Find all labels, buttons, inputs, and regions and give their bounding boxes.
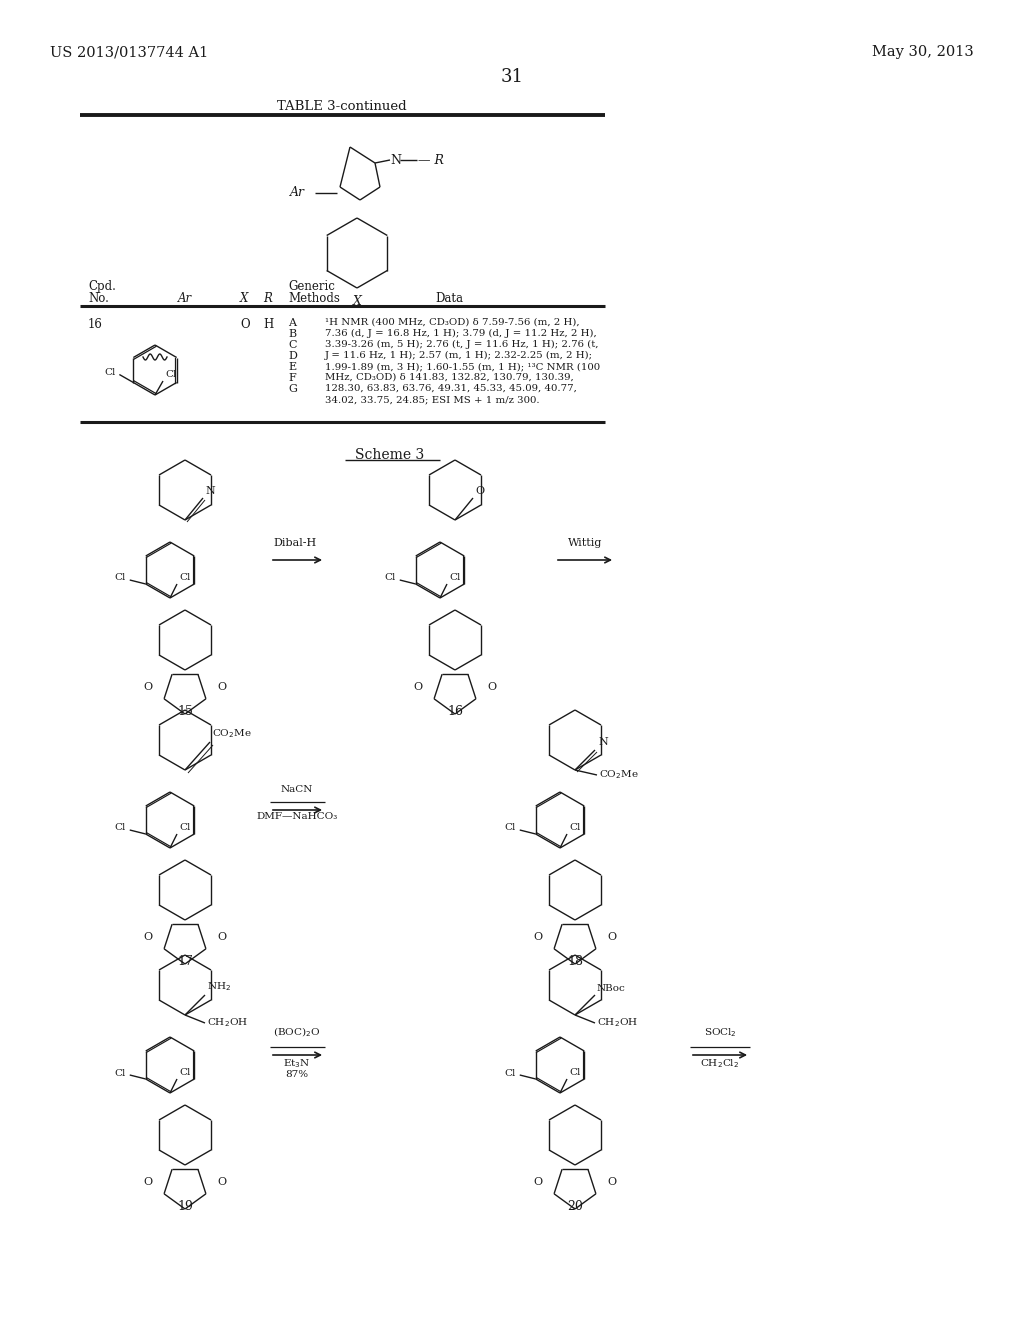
Text: Cl: Cl: [115, 573, 126, 582]
Text: SOCl$_2$: SOCl$_2$: [703, 1026, 736, 1039]
Text: CO$_2$Me: CO$_2$Me: [599, 768, 639, 781]
Text: May 30, 2013: May 30, 2013: [872, 45, 974, 59]
Text: Data: Data: [435, 292, 463, 305]
Text: J = 11.6 Hz, 1 H); 2.57 (m, 1 H); 2.32-2.25 (m, 2 H);: J = 11.6 Hz, 1 H); 2.57 (m, 1 H); 2.32-2…: [325, 351, 593, 360]
Text: A: A: [288, 318, 296, 327]
Text: Methods: Methods: [288, 292, 340, 305]
Text: Cl: Cl: [449, 573, 461, 582]
Text: R: R: [263, 292, 272, 305]
Text: Ar: Ar: [178, 292, 193, 305]
Text: 16: 16: [447, 705, 463, 718]
Text: Cl: Cl: [505, 824, 516, 833]
Text: Generic: Generic: [288, 280, 335, 293]
Text: DMF—NaHCO₃: DMF—NaHCO₃: [256, 812, 338, 821]
Text: 34.02, 33.75, 24.85; ESI MS + 1 m/z 300.: 34.02, 33.75, 24.85; ESI MS + 1 m/z 300.: [325, 395, 540, 404]
Text: 15: 15: [177, 705, 193, 718]
Text: Wittig: Wittig: [568, 539, 602, 548]
Text: NBoc: NBoc: [597, 983, 626, 993]
Text: O: O: [534, 1177, 543, 1187]
Text: E: E: [288, 362, 296, 372]
Text: 31: 31: [501, 69, 523, 86]
Text: Cl: Cl: [104, 368, 116, 378]
Text: Cl: Cl: [179, 573, 190, 582]
Text: Cl: Cl: [115, 1068, 126, 1077]
Text: O: O: [217, 932, 226, 942]
Text: 3.39-3.26 (m, 5 H); 2.76 (t, J = 11.6 Hz, 1 H); 2.76 (t,: 3.39-3.26 (m, 5 H); 2.76 (t, J = 11.6 Hz…: [325, 341, 598, 348]
Text: US 2013/0137744 A1: US 2013/0137744 A1: [50, 45, 208, 59]
Text: Cl: Cl: [384, 573, 395, 582]
Text: O: O: [240, 318, 250, 331]
Text: X: X: [240, 292, 249, 305]
Text: O: O: [414, 682, 423, 692]
Text: O: O: [144, 932, 153, 942]
Text: CH$_2$OH: CH$_2$OH: [207, 1016, 248, 1030]
Text: — R: — R: [418, 153, 443, 166]
Text: O: O: [607, 932, 616, 942]
Text: Dibal-H: Dibal-H: [273, 539, 316, 548]
Text: NH$_2$: NH$_2$: [207, 981, 231, 993]
Text: O: O: [487, 682, 496, 692]
Text: F: F: [288, 374, 296, 383]
Text: 7.36 (d, J = 16.8 Hz, 1 H); 3.79 (d, J = 11.2 Hz, 2 H),: 7.36 (d, J = 16.8 Hz, 1 H); 3.79 (d, J =…: [325, 329, 597, 338]
Text: Cpd.: Cpd.: [88, 280, 116, 293]
Text: ¹H NMR (400 MHz, CD₃OD) δ 7.59-7.56 (m, 2 H),: ¹H NMR (400 MHz, CD₃OD) δ 7.59-7.56 (m, …: [325, 318, 580, 327]
Text: 87%: 87%: [286, 1071, 308, 1078]
Text: No.: No.: [88, 292, 109, 305]
Text: Cl: Cl: [165, 370, 176, 379]
Text: Ar: Ar: [290, 186, 305, 199]
Text: N: N: [598, 737, 608, 747]
Text: CO$_2$Me: CO$_2$Me: [212, 727, 252, 741]
Text: (BOC)$_2$O: (BOC)$_2$O: [273, 1026, 321, 1039]
Text: 20: 20: [567, 1200, 583, 1213]
Text: 17: 17: [177, 954, 193, 968]
Text: Cl: Cl: [179, 822, 190, 832]
Text: Et$_3$N: Et$_3$N: [284, 1057, 310, 1069]
Text: Cl: Cl: [569, 822, 581, 832]
Text: O: O: [534, 932, 543, 942]
Text: Cl: Cl: [115, 824, 126, 833]
Text: 18: 18: [567, 954, 583, 968]
Text: CH$_2$Cl$_2$: CH$_2$Cl$_2$: [700, 1057, 739, 1069]
Text: 16: 16: [88, 318, 102, 331]
Text: O: O: [217, 682, 226, 692]
Text: O: O: [144, 682, 153, 692]
Text: Scheme 3: Scheme 3: [355, 447, 425, 462]
Text: D: D: [288, 351, 297, 360]
Text: Cl: Cl: [569, 1068, 581, 1077]
Text: O: O: [144, 1177, 153, 1187]
Text: 1.99-1.89 (m, 3 H); 1.60-1.55 (m, 1 H); ¹³C NMR (100: 1.99-1.89 (m, 3 H); 1.60-1.55 (m, 1 H); …: [325, 362, 600, 371]
Text: B: B: [288, 329, 296, 339]
Text: Cl: Cl: [505, 1068, 516, 1077]
Text: TABLE 3-continued: TABLE 3-continued: [278, 100, 407, 114]
Text: C: C: [288, 341, 297, 350]
Text: O: O: [607, 1177, 616, 1187]
Text: CH$_2$OH: CH$_2$OH: [597, 1016, 638, 1030]
Text: G: G: [288, 384, 297, 393]
Text: 19: 19: [177, 1200, 193, 1213]
Text: O: O: [217, 1177, 226, 1187]
Text: N: N: [390, 153, 401, 166]
Text: Cl: Cl: [179, 1068, 190, 1077]
Text: N: N: [205, 486, 215, 496]
Text: O: O: [475, 486, 484, 496]
Text: 128.30, 63.83, 63.76, 49.31, 45.33, 45.09, 40.77,: 128.30, 63.83, 63.76, 49.31, 45.33, 45.0…: [325, 384, 577, 393]
Text: H: H: [263, 318, 273, 331]
Text: NaCN: NaCN: [281, 785, 313, 795]
Text: MHz, CD₃OD) δ 141.83, 132.82, 130.79, 130.39,: MHz, CD₃OD) δ 141.83, 132.82, 130.79, 13…: [325, 374, 573, 381]
Text: X: X: [352, 294, 361, 308]
